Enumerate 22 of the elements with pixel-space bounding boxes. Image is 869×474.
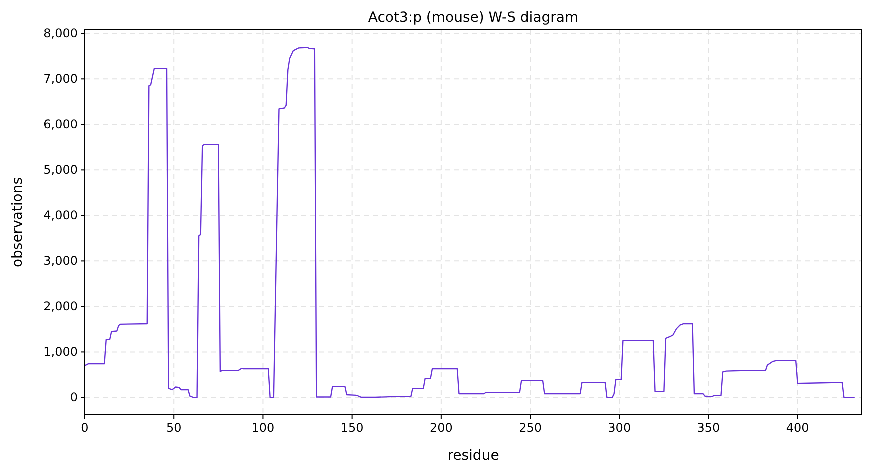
y-tick-label: 8,000	[44, 26, 78, 41]
x-tick-label: 350	[697, 421, 720, 435]
y-tick-label: 1,000	[44, 345, 78, 360]
x-tick-label: 200	[430, 421, 453, 435]
y-tick-label: 7,000	[44, 72, 78, 86]
x-tick-label: 300	[608, 421, 632, 435]
x-tick-label: 50	[166, 421, 182, 435]
y-tick-label: 2,000	[44, 300, 78, 314]
chart-title: Acot3:p (mouse) W-S diagram	[368, 10, 579, 26]
y-tick-label: 6,000	[44, 118, 78, 132]
y-tick-label: 4,000	[44, 208, 78, 223]
x-axis-title: residue	[448, 448, 500, 464]
line-series	[85, 47, 856, 398]
x-tick-label: 0	[81, 421, 89, 435]
y-axis-title: observations	[10, 177, 26, 268]
x-tick-label: 150	[340, 421, 364, 435]
x-tick-label: 100	[252, 421, 275, 435]
x-tick-label: 250	[519, 421, 542, 435]
y-tick-label: 0	[70, 390, 78, 405]
x-tick-label: 400	[786, 421, 810, 435]
y-tick-label: 5,000	[44, 163, 78, 178]
y-tick-label: 3,000	[44, 254, 78, 268]
